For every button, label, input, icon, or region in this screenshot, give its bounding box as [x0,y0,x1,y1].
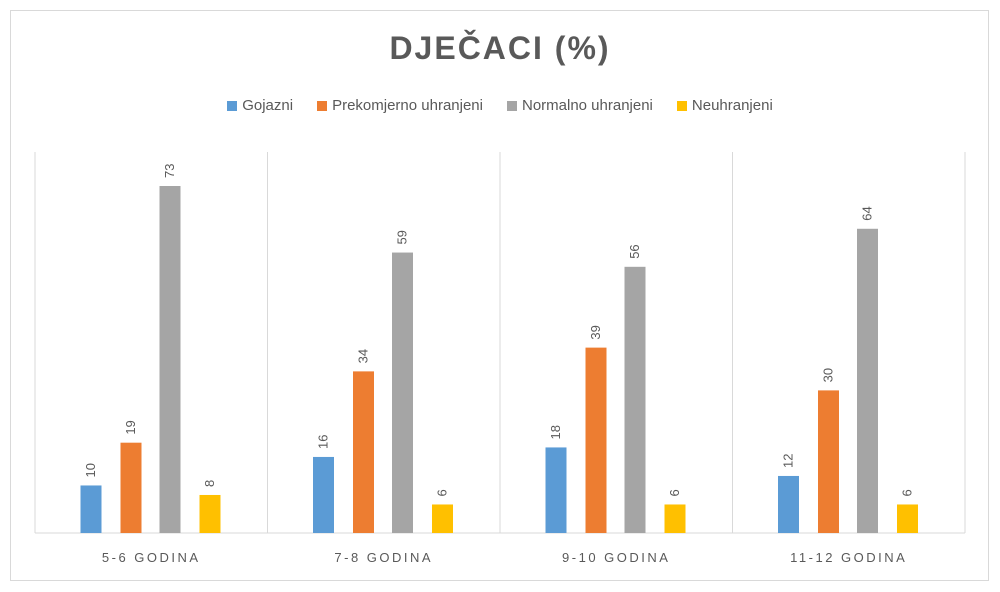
legend-item: Normalno uhranjeni [506,97,653,114]
legend-swatch [676,100,687,111]
bar [818,390,839,533]
data-label: 18 [548,425,563,439]
bar [585,347,607,533]
data-label: 30 [821,368,836,382]
chart-frame [10,10,989,581]
legend-swatch [506,100,517,111]
x-tick-label: 11-12 GODINA [790,550,907,565]
bar [80,485,102,533]
legend-label: Prekomjerno uhranjeni [332,97,483,114]
legend-label: Normalno uhranjeni [521,97,653,114]
bar [624,266,646,533]
legend-item: Neuhranjeni [676,97,773,114]
data-label: 12 [781,453,796,467]
bar [664,504,686,533]
legend-label: Neuhranjeni [691,97,773,114]
x-tick-label: 9-10 GODINA [562,550,670,565]
bar [353,371,374,533]
bar [199,494,221,533]
x-tick-label: 7-8 GODINA [334,550,433,565]
data-label: 64 [860,206,875,220]
data-label: 73 [162,164,177,178]
bar [392,252,413,533]
bar [778,475,799,533]
data-label: 8 [202,480,217,487]
bar [159,186,181,533]
data-label: 6 [667,489,682,496]
legend-label: Gojazni [242,97,294,114]
data-label: 39 [588,325,603,339]
bar [897,504,918,533]
data-label: 10 [83,463,98,477]
legend: Gojazni Prekomjerno uhranjeni Normalno uhr… [0,97,1000,114]
data-label: 16 [316,434,331,448]
bar [313,456,334,533]
data-label: 19 [123,420,138,434]
chart-title: DJEČACI (%) [389,30,611,66]
bar [545,447,567,533]
bar [432,504,453,533]
x-tick-label: 5-6 GODINA [102,550,201,565]
data-label: 6 [435,489,450,496]
legend-swatch [227,100,238,111]
bar [857,228,878,533]
legend-item: Prekomjerno uhranjeni [317,97,483,114]
data-label: 6 [900,489,915,496]
legend-swatch [317,100,328,111]
data-label: 59 [395,230,410,244]
data-label: 56 [627,244,642,258]
bar [120,442,142,533]
legend-item: Gojazni [227,97,293,114]
data-label: 34 [356,349,371,363]
